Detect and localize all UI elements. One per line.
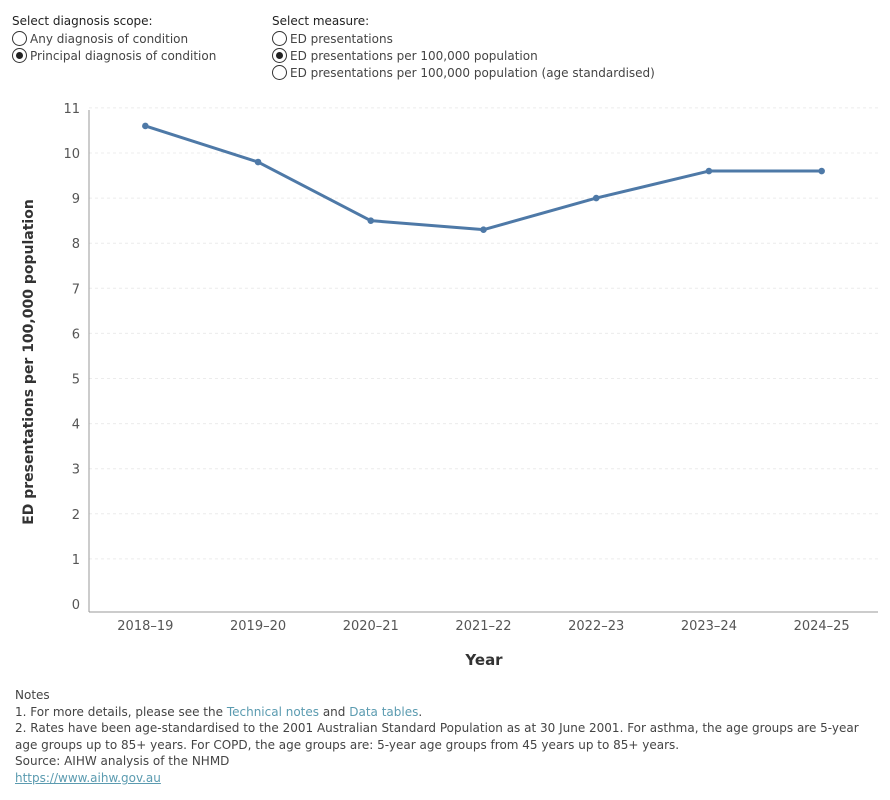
data-point[interactable] <box>254 158 262 166</box>
diagnosis-scope-title: Select diagnosis scope: <box>12 14 153 28</box>
y-tick-label: 9 <box>72 192 80 207</box>
radio-icon[interactable] <box>12 31 27 46</box>
scope-option-label: Principal diagnosis of condition <box>30 48 217 63</box>
y-tick-label: 5 <box>72 373 80 388</box>
y-tick-label: 11 <box>63 102 80 117</box>
data-point[interactable] <box>480 226 487 233</box>
scope-option-any[interactable]: Any diagnosis of condition <box>12 30 216 47</box>
radio-icon[interactable] <box>272 31 287 46</box>
measure-option-count[interactable]: ED presentations <box>272 30 655 47</box>
y-tick-label: 7 <box>72 282 80 297</box>
data-series <box>142 122 825 233</box>
x-tick-labels: 2018–19 2019–20 2020–21 2021–22 2022–23 2023–… <box>117 619 849 634</box>
x-tick-label: 2019–20 <box>230 619 286 634</box>
measure-selector: Select measure: ED presentations ED pres… <box>272 14 655 81</box>
data-point[interactable] <box>367 217 375 224</box>
y-tick-label: 8 <box>72 237 80 252</box>
x-axis-title: Year <box>464 651 503 669</box>
measure-option-rate[interactable]: ED presentations per 100,000 population <box>272 47 655 64</box>
y-tick-label: 3 <box>72 463 80 478</box>
measure-option-label: ED presentations per 100,000 population … <box>290 65 655 80</box>
radio-selected-icon[interactable] <box>12 48 27 63</box>
radio-icon[interactable] <box>272 65 287 80</box>
axes <box>88 110 878 613</box>
data-tables-link[interactable]: Data tables <box>349 704 419 719</box>
radio-selected-icon[interactable] <box>272 48 287 63</box>
notes-section: Notes 1. For more details, please see th… <box>15 687 875 787</box>
aihw-website-link[interactable]: https://www.aihw.gov.au <box>15 770 161 785</box>
measure-title: Select measure: <box>272 14 370 28</box>
note-1-mid: and <box>319 704 350 719</box>
measure-option-label: ED presentations per 100,000 population <box>290 48 538 63</box>
scope-option-label: Any diagnosis of condition <box>30 31 189 46</box>
diagnosis-scope-selector: Select diagnosis scope: Any diagnosis of… <box>12 14 216 64</box>
x-tick-label: 2023–24 <box>681 619 737 634</box>
note-2: 2. Rates have been age-standardised to t… <box>15 721 859 752</box>
y-tick-label: 6 <box>72 327 80 342</box>
y-tick-label: 10 <box>63 147 80 162</box>
data-point[interactable] <box>705 167 713 175</box>
measure-option-age-standardised[interactable]: ED presentations per 100,000 population … <box>272 64 655 81</box>
measure-option-label: ED presentations <box>290 31 393 46</box>
data-point[interactable] <box>592 194 600 202</box>
y-tick-label: 4 <box>72 418 80 433</box>
series-line <box>143 124 824 232</box>
scope-option-principal[interactable]: Principal diagnosis of condition <box>12 47 216 64</box>
y-tick-label: 0 <box>72 598 80 613</box>
x-tick-label: 2024–25 <box>794 619 850 634</box>
data-point[interactable] <box>142 122 149 130</box>
note-1-prefix: 1. For more details, please see the <box>15 704 227 719</box>
notes-heading: Notes <box>15 688 50 702</box>
note-1-suffix: . <box>418 704 423 719</box>
gridlines <box>89 107 878 560</box>
y-axis-title: ED presentations per 100,000 population <box>21 199 37 525</box>
y-tick-label: 2 <box>72 508 80 523</box>
line-chart: 0 1 2 3 4 5 6 7 8 9 10 11 2018–19 2019–20 2020–21 2021… <box>21 102 878 669</box>
y-tick-labels: 0 1 2 3 4 5 6 7 8 9 10 11 <box>63 102 80 613</box>
x-tick-label: 2020–21 <box>343 619 399 634</box>
source-text: Source: AIHW analysis of the NHMD <box>15 754 230 769</box>
y-tick-label: 1 <box>72 553 80 568</box>
x-tick-label: 2021–22 <box>455 619 511 634</box>
x-tick-label: 2018–19 <box>117 619 173 634</box>
technical-notes-link[interactable]: Technical notes <box>226 704 320 719</box>
x-tick-label: 2022–23 <box>568 619 624 634</box>
data-point[interactable] <box>818 167 825 175</box>
note-1: 1. For more details, please see the Tech… <box>15 704 875 721</box>
